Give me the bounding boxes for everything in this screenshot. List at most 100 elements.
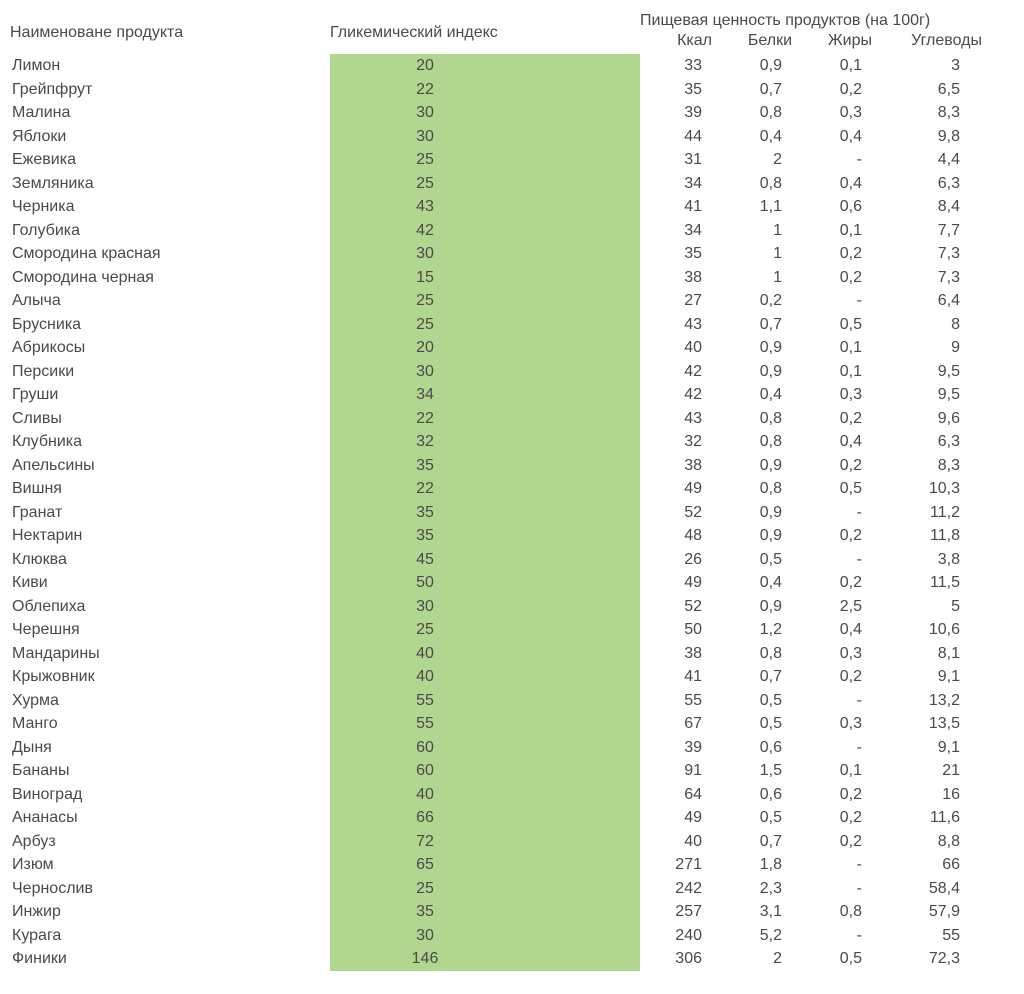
cell-glycemic-index: 32 [330,430,640,454]
table-row: Дыня60390,6-9,1 [10,736,1014,760]
cell-product-name: Алыча [10,289,330,313]
cell-carbs: 13,2 [880,689,990,713]
cell-fat: - [800,853,880,877]
cell-kcal: 55 [640,689,720,713]
cell-fat: 0,1 [800,360,880,384]
nutrition-table: Наименоване продукта Гликемический индек… [0,0,1024,983]
header-protein: Белки [720,32,800,50]
cell-kcal: 49 [640,571,720,595]
cell-product-name: Клюква [10,548,330,572]
cell-fat: 0,5 [800,947,880,971]
table-row: Ежевика25312-4,4 [10,148,1014,172]
cell-product-name: Ананасы [10,806,330,830]
cell-fat: 0,3 [800,642,880,666]
cell-protein: 1 [720,219,800,243]
cell-protein: 3,1 [720,900,800,924]
header-kcal: Ккал [640,32,720,50]
cell-kcal: 33 [640,54,720,78]
cell-kcal: 271 [640,853,720,877]
cell-protein: 0,9 [720,336,800,360]
cell-protein: 0,6 [720,736,800,760]
cell-kcal: 67 [640,712,720,736]
table-row: Нектарин35480,90,211,8 [10,524,1014,548]
cell-protein: 0,8 [720,642,800,666]
table-row: Персики30420,90,19,5 [10,360,1014,384]
cell-protein: 2 [720,947,800,971]
table-row: Крыжовник40410,70,29,1 [10,665,1014,689]
cell-glycemic-index: 25 [330,313,640,337]
header-fat: Жиры [800,32,880,50]
cell-fat: 0,2 [800,830,880,854]
cell-product-name: Лимон [10,54,330,78]
table-row: Мандарины40380,80,38,1 [10,642,1014,666]
cell-product-name: Чернослив [10,877,330,901]
cell-product-name: Апельсины [10,454,330,478]
cell-carbs: 9,1 [880,736,990,760]
cell-glycemic-index: 30 [330,125,640,149]
table-row: Смородина черная153810,27,3 [10,266,1014,290]
cell-fat: - [800,736,880,760]
table-row: Голубика423410,17,7 [10,219,1014,243]
cell-glycemic-index: 40 [330,642,640,666]
cell-protein: 0,5 [720,689,800,713]
cell-kcal: 48 [640,524,720,548]
cell-fat: 0,4 [800,172,880,196]
cell-carbs: 9,5 [880,383,990,407]
cell-kcal: 64 [640,783,720,807]
cell-glycemic-index: 55 [330,712,640,736]
table-row: Манго55670,50,313,5 [10,712,1014,736]
cell-carbs: 8,3 [880,101,990,125]
cell-protein: 0,5 [720,712,800,736]
cell-kcal: 42 [640,383,720,407]
cell-fat: - [800,148,880,172]
cell-glycemic-index: 35 [330,501,640,525]
cell-carbs: 21 [880,759,990,783]
cell-protein: 0,8 [720,101,800,125]
cell-glycemic-index: 40 [330,783,640,807]
cell-fat: 0,4 [800,430,880,454]
table-row: Курага302405,2-55 [10,924,1014,948]
cell-kcal: 50 [640,618,720,642]
cell-glycemic-index: 42 [330,219,640,243]
cell-kcal: 91 [640,759,720,783]
cell-protein: 0,9 [720,595,800,619]
table-row: Клубника32320,80,46,3 [10,430,1014,454]
table-row: Брусника25430,70,58 [10,313,1014,337]
cell-kcal: 52 [640,501,720,525]
cell-fat: - [800,689,880,713]
cell-fat: 0,5 [800,313,880,337]
table-row: Ананасы66490,50,211,6 [10,806,1014,830]
cell-kcal: 35 [640,78,720,102]
cell-fat: 0,1 [800,219,880,243]
cell-kcal: 40 [640,830,720,854]
cell-product-name: Ежевика [10,148,330,172]
table-row: Смородина красная303510,27,3 [10,242,1014,266]
cell-protein: 0,7 [720,78,800,102]
cell-carbs: 9,8 [880,125,990,149]
cell-product-name: Инжир [10,900,330,924]
cell-protein: 1 [720,266,800,290]
cell-glycemic-index: 25 [330,877,640,901]
table-row: Груши34420,40,39,5 [10,383,1014,407]
cell-product-name: Финики [10,947,330,971]
cell-carbs: 10,3 [880,477,990,501]
cell-glycemic-index: 50 [330,571,640,595]
table-row: Грейпфрут22350,70,26,5 [10,78,1014,102]
table-row: Чернослив252422,3-58,4 [10,877,1014,901]
cell-fat: 0,2 [800,571,880,595]
cell-protein: 0,9 [720,501,800,525]
table-row: Вишня22490,80,510,3 [10,477,1014,501]
cell-kcal: 27 [640,289,720,313]
cell-product-name: Персики [10,360,330,384]
cell-product-name: Дыня [10,736,330,760]
cell-product-name: Сливы [10,407,330,431]
cell-glycemic-index: 35 [330,454,640,478]
cell-fat: 0,2 [800,524,880,548]
cell-protein: 0,8 [720,477,800,501]
cell-carbs: 6,3 [880,172,990,196]
cell-carbs: 8,8 [880,830,990,854]
cell-kcal: 39 [640,736,720,760]
cell-product-name: Малина [10,101,330,125]
cell-carbs: 9,6 [880,407,990,431]
cell-carbs: 7,7 [880,219,990,243]
